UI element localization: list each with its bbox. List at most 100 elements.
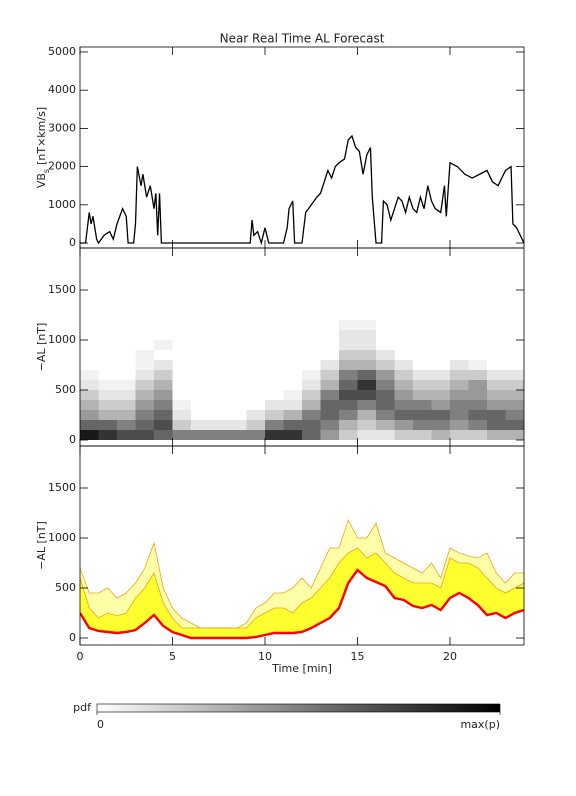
density-cell [320, 400, 339, 410]
density-cell [98, 400, 117, 410]
envelope-line [80, 547, 524, 629]
density-cell [413, 380, 432, 390]
density-cell [154, 410, 173, 420]
density-cell [228, 430, 247, 440]
density-cell [505, 320, 524, 330]
density-cell [80, 390, 99, 400]
density-cell [265, 430, 284, 440]
density-cell [228, 370, 247, 380]
density-cell [505, 360, 524, 370]
density-cell [246, 350, 265, 360]
density-cell [154, 420, 173, 430]
density-cell [172, 420, 191, 430]
density-cell [117, 430, 136, 440]
density-cell [191, 370, 210, 380]
density-cell [283, 370, 302, 380]
density-cell [468, 330, 487, 340]
density-cell [357, 370, 376, 380]
density-cell [117, 360, 136, 370]
density-cell [320, 350, 339, 360]
density-cell [487, 400, 506, 410]
density-cell [172, 340, 191, 350]
density-cell [135, 410, 154, 420]
density-cell [80, 320, 99, 330]
density-cell [431, 330, 450, 340]
density-cell [154, 370, 173, 380]
density-cell [117, 330, 136, 340]
band-fill [80, 520, 524, 638]
density-cell [135, 330, 154, 340]
density-cell [209, 420, 228, 430]
density-cell [154, 350, 173, 360]
plot-area [80, 134, 524, 246]
density-cell [191, 390, 210, 400]
y-tick-label: 0 [69, 433, 76, 446]
density-cell [339, 320, 358, 330]
density-cell [339, 330, 358, 340]
density-cell [98, 380, 117, 390]
density-cell [320, 410, 339, 420]
density-cell [191, 330, 210, 340]
density-cell [80, 400, 99, 410]
density-cell [487, 350, 506, 360]
density-cell [172, 330, 191, 340]
y-axis-label-unit: [nT×km/s] [35, 107, 48, 165]
density-cell [450, 410, 469, 420]
density-cell [265, 380, 284, 390]
density-cell [505, 410, 524, 420]
density-cell [302, 410, 321, 420]
y-tick-label: 0 [69, 631, 76, 644]
density-cell [339, 370, 358, 380]
density-cell [228, 380, 247, 390]
density-cell [320, 430, 339, 440]
density-cell [376, 370, 395, 380]
density-cell [431, 410, 450, 420]
density-cell [209, 400, 228, 410]
density-cell [357, 430, 376, 440]
density-cell [135, 420, 154, 430]
density-cell [154, 320, 173, 330]
x-tick-label: 20 [443, 650, 457, 663]
density-cell [246, 390, 265, 400]
density-cell [302, 330, 321, 340]
y-tick-label: 1000 [48, 333, 76, 346]
density-cell [135, 400, 154, 410]
panel-frame [79, 445, 525, 646]
density-cell [191, 340, 210, 350]
density-cell [450, 390, 469, 400]
median-line [80, 568, 524, 640]
density-cell [283, 340, 302, 350]
density-cell [450, 380, 469, 390]
density-cell [487, 340, 506, 350]
density-cell [228, 390, 247, 400]
density-cell [154, 390, 173, 400]
density-cell [468, 400, 487, 410]
density-cell [394, 370, 413, 380]
density-cell [394, 320, 413, 330]
density-cell [431, 420, 450, 430]
density-cell [376, 330, 395, 340]
density-cell [117, 380, 136, 390]
density-cell [431, 430, 450, 440]
data-line [80, 134, 524, 246]
density-cell [98, 420, 117, 430]
density-cell [117, 420, 136, 430]
density-cell [394, 430, 413, 440]
density-cell [265, 370, 284, 380]
density-cell [320, 420, 339, 430]
density-cell [357, 410, 376, 420]
density-cell [80, 360, 99, 370]
density-cell [487, 410, 506, 420]
density-cell [246, 370, 265, 380]
density-cell [80, 340, 99, 350]
density-cell [191, 360, 210, 370]
density-cell [413, 370, 432, 380]
density-cell [394, 380, 413, 390]
density-cell [246, 340, 265, 350]
density-cell [98, 350, 117, 360]
density-cell [339, 380, 358, 390]
density-cell [209, 330, 228, 340]
density-cell [302, 430, 321, 440]
density-cell [487, 370, 506, 380]
plot-area [80, 320, 524, 440]
